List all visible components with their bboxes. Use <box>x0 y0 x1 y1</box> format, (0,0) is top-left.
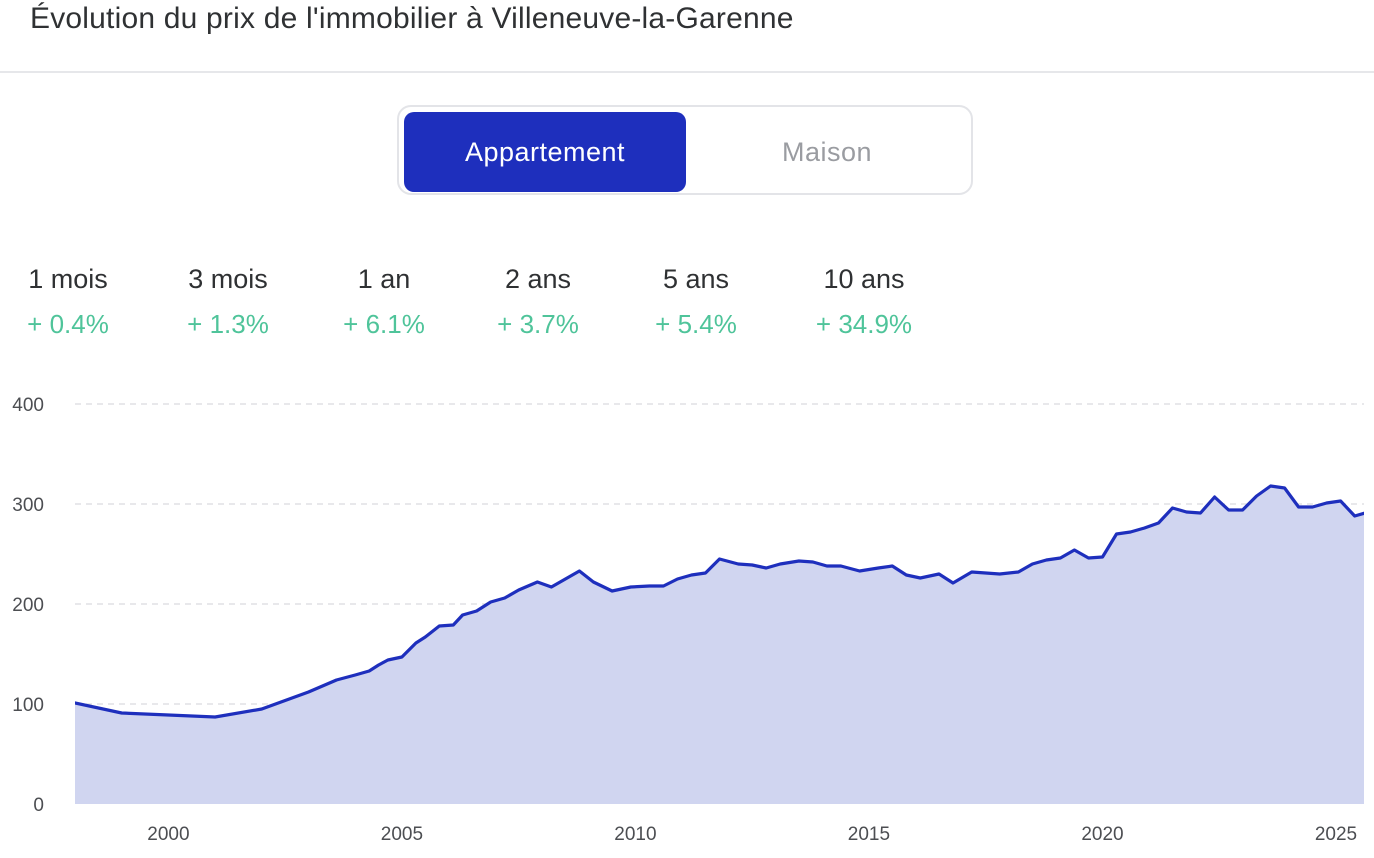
stat-label: 2 ans <box>504 264 572 294</box>
x-tick-label: 2005 <box>381 824 423 845</box>
stat-value: + 6.1% <box>343 309 425 339</box>
y-tick-label: 400 <box>12 395 44 416</box>
stat-5-ans: 5 ans + 5.4% <box>621 264 771 340</box>
stat-label: 1 mois <box>28 264 108 294</box>
stat-label: 5 ans <box>662 264 730 294</box>
y-tick-label: 100 <box>12 695 44 716</box>
stat-value: + 5.4% <box>655 309 737 339</box>
stat-2-ans: 2 ans + 3.7% <box>463 264 613 340</box>
stat-label: 1 an <box>357 264 411 294</box>
x-tick-label: 2015 <box>848 824 890 845</box>
price-change-stats: 1 mois + 0.4% 3 mois + 1.3% 1 an + 6.1% … <box>0 264 1000 354</box>
stat-10-ans: 10 ans + 34.9% <box>789 264 939 340</box>
header-divider <box>0 71 1374 73</box>
stat-1-mois: 1 mois + 0.4% <box>0 264 143 340</box>
series-line <box>75 484 1364 719</box>
x-tick-label: 2000 <box>147 824 189 845</box>
y-tick-label: 200 <box>12 595 44 616</box>
y-tick-label: 0 <box>33 795 44 816</box>
stat-value: + 3.7% <box>497 309 579 339</box>
y-tick-label: 300 <box>12 495 44 516</box>
x-tick-label: 2025 <box>1315 824 1357 845</box>
stat-value: + 1.3% <box>187 309 269 339</box>
toggle-maison-button[interactable]: Maison <box>781 136 873 167</box>
page-title: Évolution du prix de l'immobilier à Vill… <box>30 2 794 35</box>
x-axis-ticks: 2000 2005 2010 2015 2020 2025 <box>147 824 1357 845</box>
stat-label: 10 ans <box>823 264 905 294</box>
property-type-toggle: Appartement Maison <box>397 105 973 195</box>
stat-value: + 34.9% <box>815 309 913 339</box>
x-tick-label: 2010 <box>614 824 656 845</box>
area-fill <box>75 486 1364 804</box>
area-series <box>75 484 1364 804</box>
stat-value: + 0.4% <box>27 309 109 339</box>
stat-1-an: 1 an + 6.1% <box>309 264 459 340</box>
price-evolution-chart: 0 100 200 300 400 2000 2005 2010 2015 2020 2025 <box>12 395 1364 845</box>
series-group <box>75 484 1364 804</box>
x-tick-label: 2020 <box>1081 824 1123 845</box>
stat-3-mois: 3 mois + 1.3% <box>153 264 303 340</box>
y-axis-ticks: 0 100 200 300 400 <box>12 395 44 816</box>
toggle-appartement-button[interactable]: Appartement <box>404 112 686 192</box>
stat-label: 3 mois <box>188 264 268 294</box>
